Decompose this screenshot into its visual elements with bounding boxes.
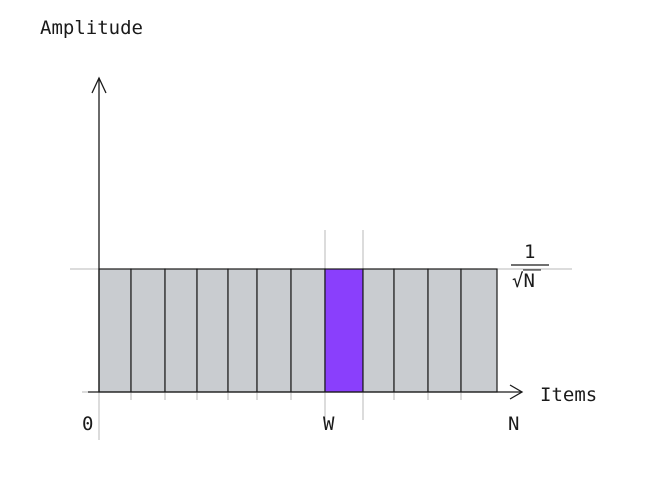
item-bar <box>98 268 132 393</box>
y-axis-arrowhead <box>91 76 107 94</box>
y-axis-label: Amplitude <box>40 17 143 39</box>
item-bar <box>290 268 326 393</box>
item-bar <box>460 268 498 393</box>
item-bar <box>427 268 462 393</box>
tick-label-n: N <box>508 413 519 435</box>
tick-label-origin: 0 <box>82 413 93 435</box>
item-bar <box>130 268 166 393</box>
amplitude-numerator: 1 <box>524 241 535 263</box>
item-bar <box>227 268 258 393</box>
item-bar <box>256 268 292 393</box>
x-axis-label: Items <box>540 384 597 406</box>
item-bar <box>362 268 395 393</box>
marked-item-bar <box>324 268 364 393</box>
x-axis-arrowhead <box>509 384 524 400</box>
tick-label-w: W <box>323 413 335 435</box>
item-bar <box>164 268 198 393</box>
bars-group <box>98 268 498 400</box>
item-bar <box>196 268 229 393</box>
item-bar <box>393 268 429 393</box>
amplitude-denominator: √N <box>512 270 535 292</box>
